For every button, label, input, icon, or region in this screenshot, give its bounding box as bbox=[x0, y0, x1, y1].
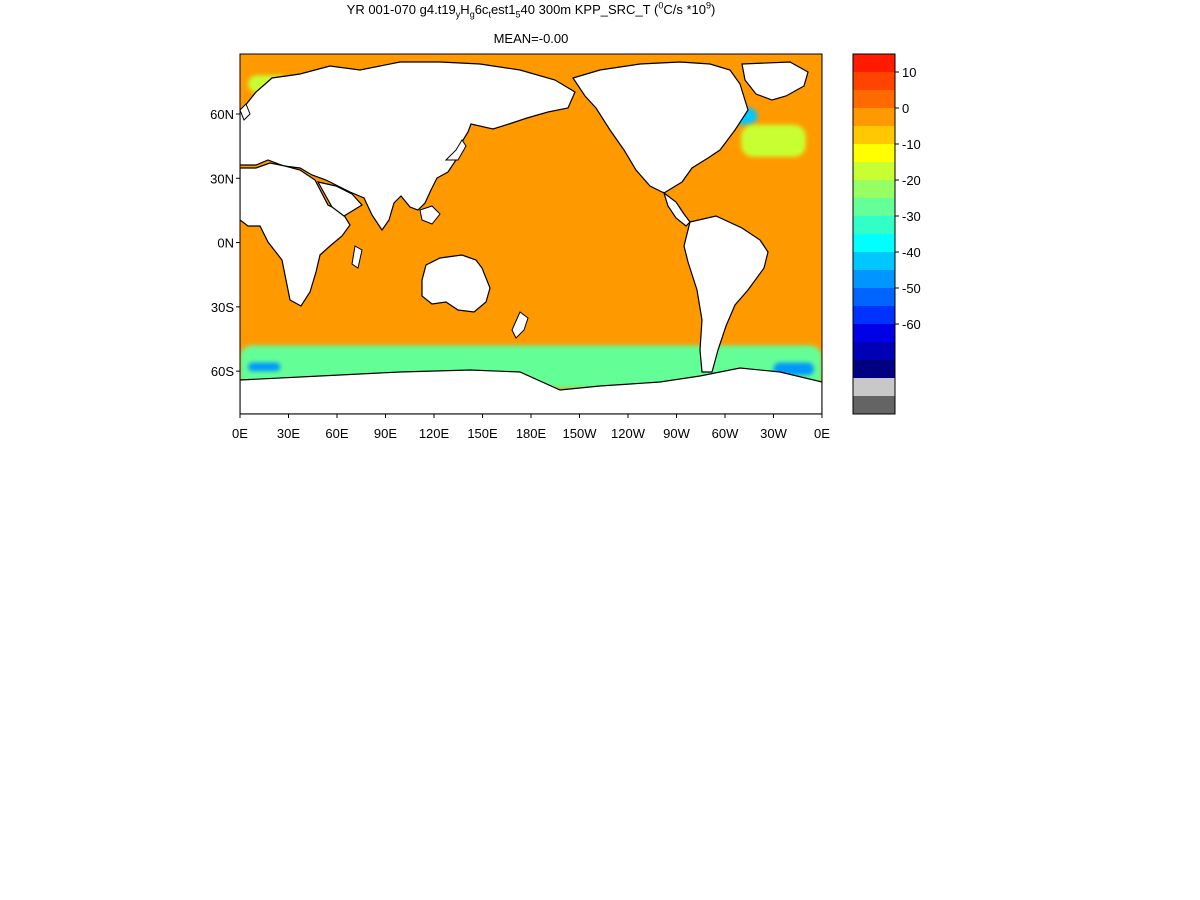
title-part: C/s *10 bbox=[663, 2, 706, 17]
colorbar-swatch bbox=[853, 180, 895, 199]
title-part: 5 bbox=[515, 9, 521, 20]
x-tick-label: 150E bbox=[467, 426, 498, 441]
colorbar-swatch bbox=[853, 198, 895, 217]
x-tick-label: 0E bbox=[814, 426, 830, 441]
y-tick-label: 60N bbox=[210, 107, 234, 122]
land-new-zealand bbox=[511, 311, 529, 339]
title-part: 9 bbox=[705, 0, 711, 11]
colorbar-swatch bbox=[853, 306, 895, 325]
colorbar-swatch bbox=[853, 324, 895, 343]
x-tick-label: 30W bbox=[760, 426, 787, 441]
colorbar-swatch bbox=[853, 288, 895, 307]
x-tick-label: 90E bbox=[374, 426, 397, 441]
x-tick-label: 30E bbox=[277, 426, 300, 441]
title-part: t bbox=[488, 9, 491, 20]
colorbar-swatch bbox=[853, 216, 895, 235]
colorbar-swatch bbox=[853, 90, 895, 109]
colorbar-tick-label: -50 bbox=[902, 281, 921, 296]
colorbar-tick-label: -30 bbox=[902, 209, 921, 224]
land-greenland bbox=[741, 61, 809, 101]
x-tick-label: 0E bbox=[232, 426, 248, 441]
anomaly-patch: South Atlantic / Weddell bbox=[773, 362, 814, 376]
land-africa bbox=[240, 162, 351, 307]
colorbar-swatch bbox=[853, 144, 895, 163]
colorbar: 10 0 -10 -20 -30 -40 -50 -60 bbox=[852, 53, 921, 415]
colorbar-swatch bbox=[853, 378, 895, 397]
title-part: g bbox=[469, 9, 475, 20]
land-layer bbox=[240, 61, 822, 414]
y-tick-label: 30S bbox=[211, 300, 234, 315]
title-part: 40 300m KPP_SRC_T ( bbox=[520, 2, 659, 17]
x-tick-label: 60W bbox=[712, 426, 739, 441]
colorbar-swatch bbox=[853, 252, 895, 271]
y-tick-label: 0N bbox=[217, 236, 234, 251]
colorbar-tick-label: 10 bbox=[902, 65, 916, 80]
title-part: est1 bbox=[490, 2, 516, 17]
title-part: 0 bbox=[658, 0, 664, 11]
title-part: YR 001-070 g4.t19 bbox=[346, 2, 456, 17]
y-tick-label: 30N bbox=[210, 171, 234, 186]
colorbar-tick-label: -40 bbox=[902, 245, 921, 260]
title-part: 6c bbox=[474, 2, 489, 17]
x-tick-label: 120E bbox=[419, 426, 450, 441]
colorbar-tick-label: -10 bbox=[902, 137, 921, 152]
land-borneo bbox=[419, 205, 441, 225]
figure-title: YR 001-070 g4.t19yHg6ctest1540 300m KPP_… bbox=[240, 0, 822, 20]
colorbar-swatch bbox=[853, 162, 895, 181]
x-tick-label: 150W bbox=[563, 426, 598, 441]
anomaly-patch: Indian sector ACC bbox=[248, 362, 281, 372]
x-tick-label: 120W bbox=[611, 426, 646, 441]
land-uk bbox=[240, 103, 251, 121]
colorbar-swatch bbox=[853, 342, 895, 361]
title-part: y bbox=[455, 9, 461, 20]
colorbar-swatch bbox=[853, 54, 895, 73]
map-plot-area: Antarctic Circumpolar CurrentSouth Atlan… bbox=[240, 54, 822, 414]
colorbar-tick-label: -60 bbox=[902, 317, 921, 332]
land-south-america bbox=[683, 215, 769, 373]
colorbar-tick-label: 0 bbox=[902, 101, 909, 116]
colorbar-swatch bbox=[853, 126, 895, 145]
colorbar-frame bbox=[852, 53, 896, 415]
colorbar-swatch bbox=[853, 270, 895, 289]
x-tick-label: 60E bbox=[325, 426, 348, 441]
title-part: ) bbox=[711, 2, 716, 17]
land-arabia bbox=[316, 181, 363, 217]
land-australia bbox=[421, 254, 491, 313]
colorbar-swatch bbox=[853, 396, 895, 415]
figure-subtitle: MEAN=-0.00 bbox=[493, 31, 569, 46]
land-europe-asia bbox=[240, 61, 576, 232]
land-madagascar bbox=[351, 245, 363, 269]
land-japan bbox=[444, 139, 467, 161]
anomaly-patch: North Atlantic bbox=[741, 124, 806, 157]
land-central-america bbox=[662, 191, 691, 227]
colorbar-swatch bbox=[853, 72, 895, 91]
x-tick-label: 180E bbox=[516, 426, 547, 441]
land-antarctica bbox=[240, 367, 822, 414]
colorbar-tick-label: -20 bbox=[902, 173, 921, 188]
y-axis-ticks: 60N 30N 0N 30S 60S bbox=[210, 107, 240, 379]
y-tick-label: 60S bbox=[211, 364, 234, 379]
land-north-america bbox=[572, 61, 749, 194]
colorbar-swatch bbox=[853, 234, 895, 253]
colorbar-swatch bbox=[853, 360, 895, 379]
x-tick-label: 90W bbox=[663, 426, 690, 441]
colorbar-swatch bbox=[853, 108, 895, 127]
x-axis-ticks: 0E 30E 60E 90E 120E 150E 180E 150W 120W 90W 60W 30W… bbox=[232, 414, 830, 441]
title-part: H bbox=[460, 2, 470, 17]
